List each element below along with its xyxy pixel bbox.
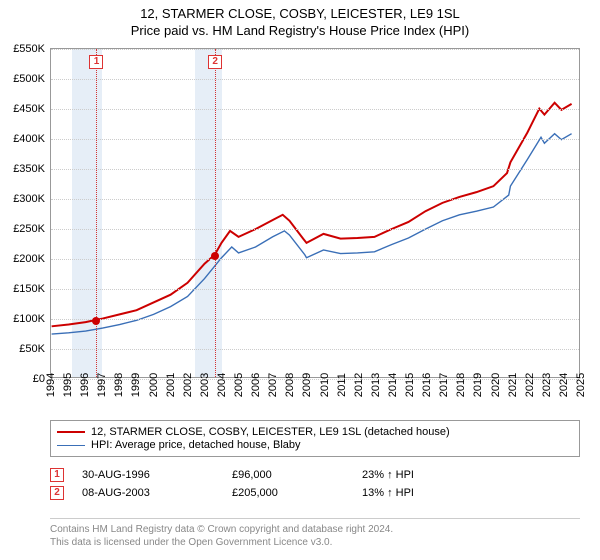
price-paid-dot [211,252,219,260]
events-table: 1 30-AUG-1996 £96,000 23% ↑ HPI 2 08-AUG… [50,464,580,504]
event-marker-box: 2 [208,55,222,69]
x-axis-label: 2019 [472,373,484,397]
event-delta: 23% ↑ HPI [362,469,414,481]
series-hpi [52,134,572,334]
x-axis-label: 2003 [199,373,211,397]
y-axis-label: £450K [3,103,45,115]
x-axis-label: 2001 [165,373,177,397]
x-axis-label: 2018 [455,373,467,397]
y-axis-label: £250K [3,223,45,235]
title-block: 12, STARMER CLOSE, COSBY, LEICESTER, LE9… [0,0,600,40]
y-axis-label: £550K [3,43,45,55]
x-axis-label: 1997 [96,373,108,397]
x-axis-label: 2013 [370,373,382,397]
x-axis-label: 2016 [421,373,433,397]
x-axis-label: 2017 [438,373,450,397]
x-axis-label: 2025 [575,373,587,397]
event-date: 30-AUG-1996 [82,469,192,481]
event-row: 2 08-AUG-2003 £205,000 13% ↑ HPI [50,486,580,500]
x-axis-label: 1999 [130,373,142,397]
event-marker-box: 1 [89,55,103,69]
x-axis-label: 2005 [233,373,245,397]
legend-swatch [57,445,85,446]
y-axis-label: £150K [3,283,45,295]
event-price: £96,000 [232,469,322,481]
x-axis-label: 2006 [250,373,262,397]
x-axis-label: 2024 [558,373,570,397]
x-axis-label: 2020 [490,373,502,397]
y-axis-label: £400K [3,133,45,145]
x-axis-label: 1996 [79,373,91,397]
x-axis-label: 2000 [148,373,160,397]
x-axis-label: 2002 [182,373,194,397]
event-marker-box: 2 [50,486,64,500]
y-axis-label: £50K [3,343,45,355]
x-axis-label: 2015 [404,373,416,397]
legend-label: HPI: Average price, detached house, Blab… [91,439,301,451]
y-axis-label: £350K [3,163,45,175]
x-axis-label: 2010 [319,373,331,397]
gridline-h [51,259,579,260]
gridline-h [51,109,579,110]
legend-row: 12, STARMER CLOSE, COSBY, LEICESTER, LE9… [57,426,573,438]
legend-box: 12, STARMER CLOSE, COSBY, LEICESTER, LE9… [50,420,580,457]
x-axis-label: 2011 [336,373,348,397]
event-price: £205,000 [232,487,322,499]
y-axis-label: £200K [3,253,45,265]
event-vline [215,49,216,377]
event-delta: 13% ↑ HPI [362,487,414,499]
x-axis-label: 1995 [62,373,74,397]
y-axis-label: £300K [3,193,45,205]
gridline-h [51,289,579,290]
title-line-2: Price paid vs. HM Land Registry's House … [0,23,600,38]
y-axis-label: £100K [3,313,45,325]
gridline-h [51,319,579,320]
x-axis-label: 2008 [284,373,296,397]
x-axis-label: 2014 [387,373,399,397]
gridline-h [51,169,579,170]
x-axis-label: 1998 [113,373,125,397]
x-axis-label: 2021 [507,373,519,397]
chart-svg-layer [51,49,579,377]
gridline-h [51,229,579,230]
price-paid-dot [92,317,100,325]
y-axis-label: £0 [3,373,45,385]
x-axis-label: 2012 [353,373,365,397]
gridline-h [51,49,579,50]
footer-line-1: Contains HM Land Registry data © Crown c… [50,523,580,536]
legend-label: 12, STARMER CLOSE, COSBY, LEICESTER, LE9… [91,426,450,438]
gridline-h [51,79,579,80]
event-row: 1 30-AUG-1996 £96,000 23% ↑ HPI [50,468,580,482]
event-marker-box: 1 [50,468,64,482]
chart-container: 12, STARMER CLOSE, COSBY, LEICESTER, LE9… [0,0,600,560]
gridline-h [51,139,579,140]
footer-attribution: Contains HM Land Registry data © Crown c… [50,518,580,549]
legend-row: HPI: Average price, detached house, Blab… [57,439,573,451]
x-axis-label: 2007 [267,373,279,397]
y-axis-label: £500K [3,73,45,85]
title-line-1: 12, STARMER CLOSE, COSBY, LEICESTER, LE9… [0,6,600,21]
legend-swatch [57,431,85,433]
x-axis-label: 2009 [301,373,313,397]
event-vline [96,49,97,377]
footer-line-2: This data is licensed under the Open Gov… [50,536,580,549]
x-axis-label: 2004 [216,373,228,397]
event-date: 08-AUG-2003 [82,487,192,499]
chart-plot-area: £0£50K£100K£150K£200K£250K£300K£350K£400… [50,48,580,378]
gridline-h [51,199,579,200]
series-property [52,103,572,327]
gridline-h [51,349,579,350]
x-axis-label: 2022 [524,373,536,397]
x-axis-label: 2023 [541,373,553,397]
x-axis-label: 1994 [45,373,57,397]
